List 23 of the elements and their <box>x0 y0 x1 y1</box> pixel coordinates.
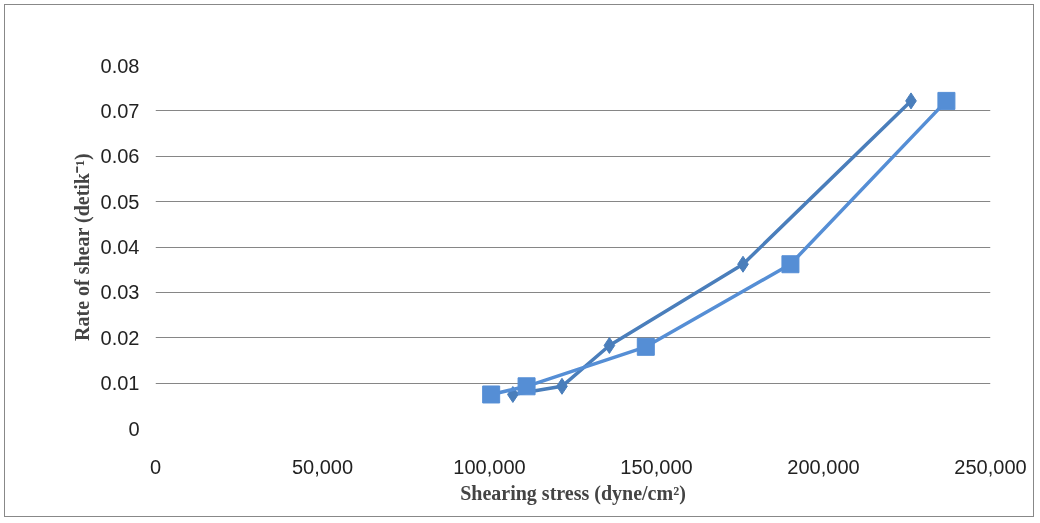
y-tick-label: 0.04 <box>100 236 140 258</box>
point <box>636 337 655 356</box>
x-tick-label: 100,000 <box>453 455 526 478</box>
x-tick-label: 0 <box>149 455 162 478</box>
point <box>781 255 800 274</box>
y-tick-label: 0.06 <box>100 145 140 168</box>
x-tick-label: 200,000 <box>787 455 860 478</box>
y-tick-label: 0.08 <box>100 54 140 77</box>
y-tick-label: 0 <box>128 417 140 440</box>
point <box>937 91 956 110</box>
y-tick-label: 0.01 <box>100 372 140 395</box>
y-tick-label: 0.07 <box>100 99 140 122</box>
x-tick-label: 50,000 <box>291 455 354 478</box>
y-tick-label: 0.03 <box>100 281 140 304</box>
y-tick-label: 0.05 <box>100 190 140 213</box>
point <box>482 385 501 404</box>
y-axis-title: Rate of shear (detik⁻¹) <box>70 153 94 341</box>
x-tick-label: 150,000 <box>620 455 693 478</box>
y-tick-label: 0.02 <box>100 326 140 349</box>
x-axis-title: Shearing stress (dyne/cm²) <box>460 481 686 505</box>
point <box>603 336 616 354</box>
point <box>517 377 536 396</box>
x-tick-label: 250,000 <box>954 455 1027 478</box>
